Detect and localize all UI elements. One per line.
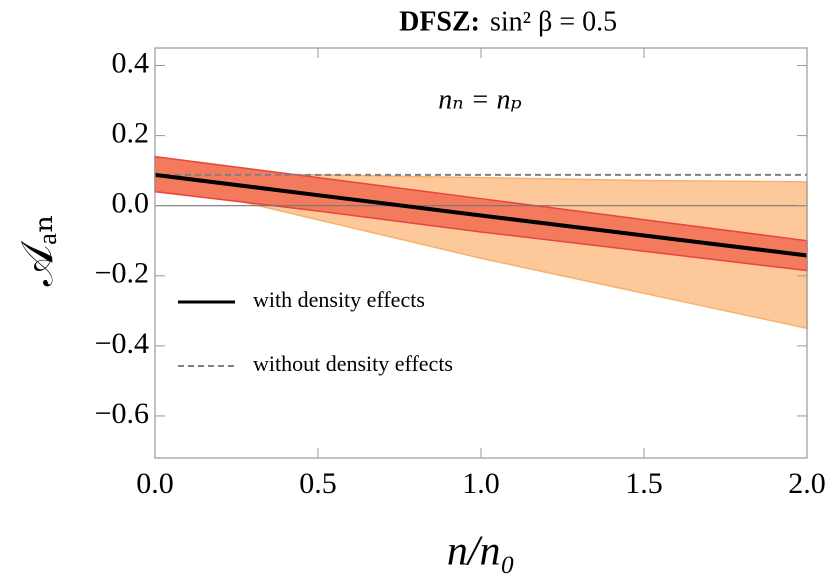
chart-subtitle: sin² β = 0.5 (490, 6, 617, 37)
x-axis-label: n/n₀ (447, 529, 515, 575)
x-tick-label: 0.0 (136, 467, 174, 500)
x-tick-label: 2.0 (788, 467, 826, 500)
y-axis-label: 𝒜ₐₙ (13, 214, 62, 287)
y-tick-label: 0.2 (112, 116, 150, 149)
chart-title: DFSZ: (399, 6, 480, 37)
y-tick-label: −0.6 (95, 397, 149, 430)
y-tick-label: −0.2 (95, 257, 149, 290)
y-tick-label: −0.4 (95, 327, 149, 360)
annotation: nₙ = nₚ (438, 84, 521, 115)
line (154, 172, 808, 258)
x-tick-label: 1.0 (462, 467, 500, 500)
legend-label: with density effects (253, 287, 425, 312)
x-tick-label: 1.5 (625, 467, 663, 500)
y-tick-label: 0.4 (112, 46, 150, 79)
y-tick-label: 0.0 (112, 187, 150, 220)
x-tick-label: 0.5 (299, 467, 337, 500)
legend-label: without density effects (253, 351, 453, 376)
